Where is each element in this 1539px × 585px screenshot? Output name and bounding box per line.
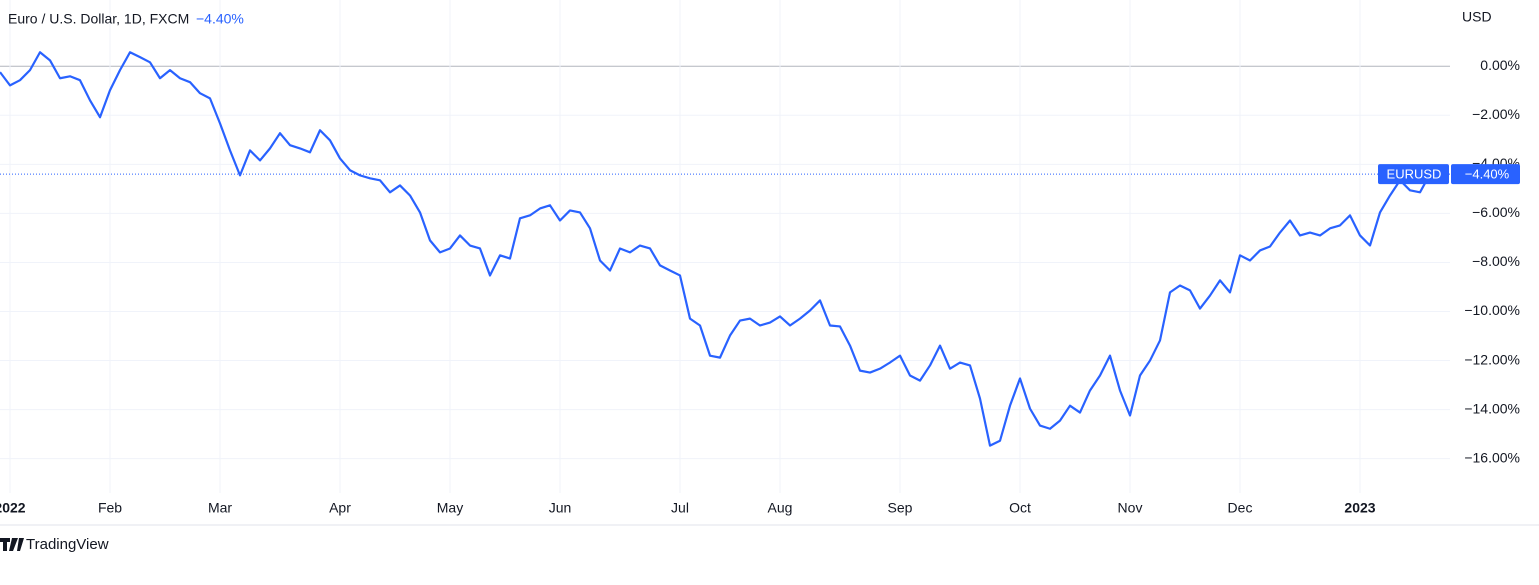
series-name: EURUSD	[1387, 167, 1442, 182]
y-tick-label: −16.00%	[1464, 449, 1520, 465]
name-badge	[1378, 164, 1449, 185]
y-tick-label: −2.00%	[1472, 106, 1520, 122]
y-tick-label: −10.00%	[1464, 302, 1520, 318]
last-value-label: −4.40%	[1465, 167, 1510, 182]
symbol-title: Euro / U.S. Dollar, 1D, FXCM	[8, 11, 189, 27]
brand: TradingView	[26, 536, 109, 553]
x-tick-label: 2023	[1344, 500, 1375, 516]
y-axis-label: USD	[1462, 9, 1492, 25]
x-tick-label: Sep	[888, 500, 913, 516]
x-tick-label: Oct	[1009, 500, 1031, 516]
change-label: −4.40%	[196, 11, 244, 27]
price-line	[0, 51, 1431, 447]
x-tick-label: Dec	[1228, 500, 1253, 516]
x-tick-label: Jul	[671, 500, 689, 516]
x-tick-label: May	[437, 500, 463, 516]
x-tick-label: Aug	[768, 500, 793, 516]
y-tick-label: −8.00%	[1472, 253, 1520, 269]
y-tick-label: 0.00%	[1480, 57, 1520, 73]
y-tick-label: −12.00%	[1464, 351, 1520, 367]
x-tick-label: Jun	[549, 500, 572, 516]
value-badge	[1451, 164, 1520, 185]
x-tick-label: Apr	[329, 500, 351, 516]
x-tick-label: 2022	[0, 500, 26, 516]
x-tick-label: Mar	[208, 500, 232, 516]
logo	[0, 538, 24, 551]
y-tick-label: −14.00%	[1464, 400, 1520, 416]
x-tick-label: Nov	[1118, 500, 1143, 516]
y-tick-label: −6.00%	[1472, 204, 1520, 220]
x-tick-label: Feb	[98, 500, 122, 516]
